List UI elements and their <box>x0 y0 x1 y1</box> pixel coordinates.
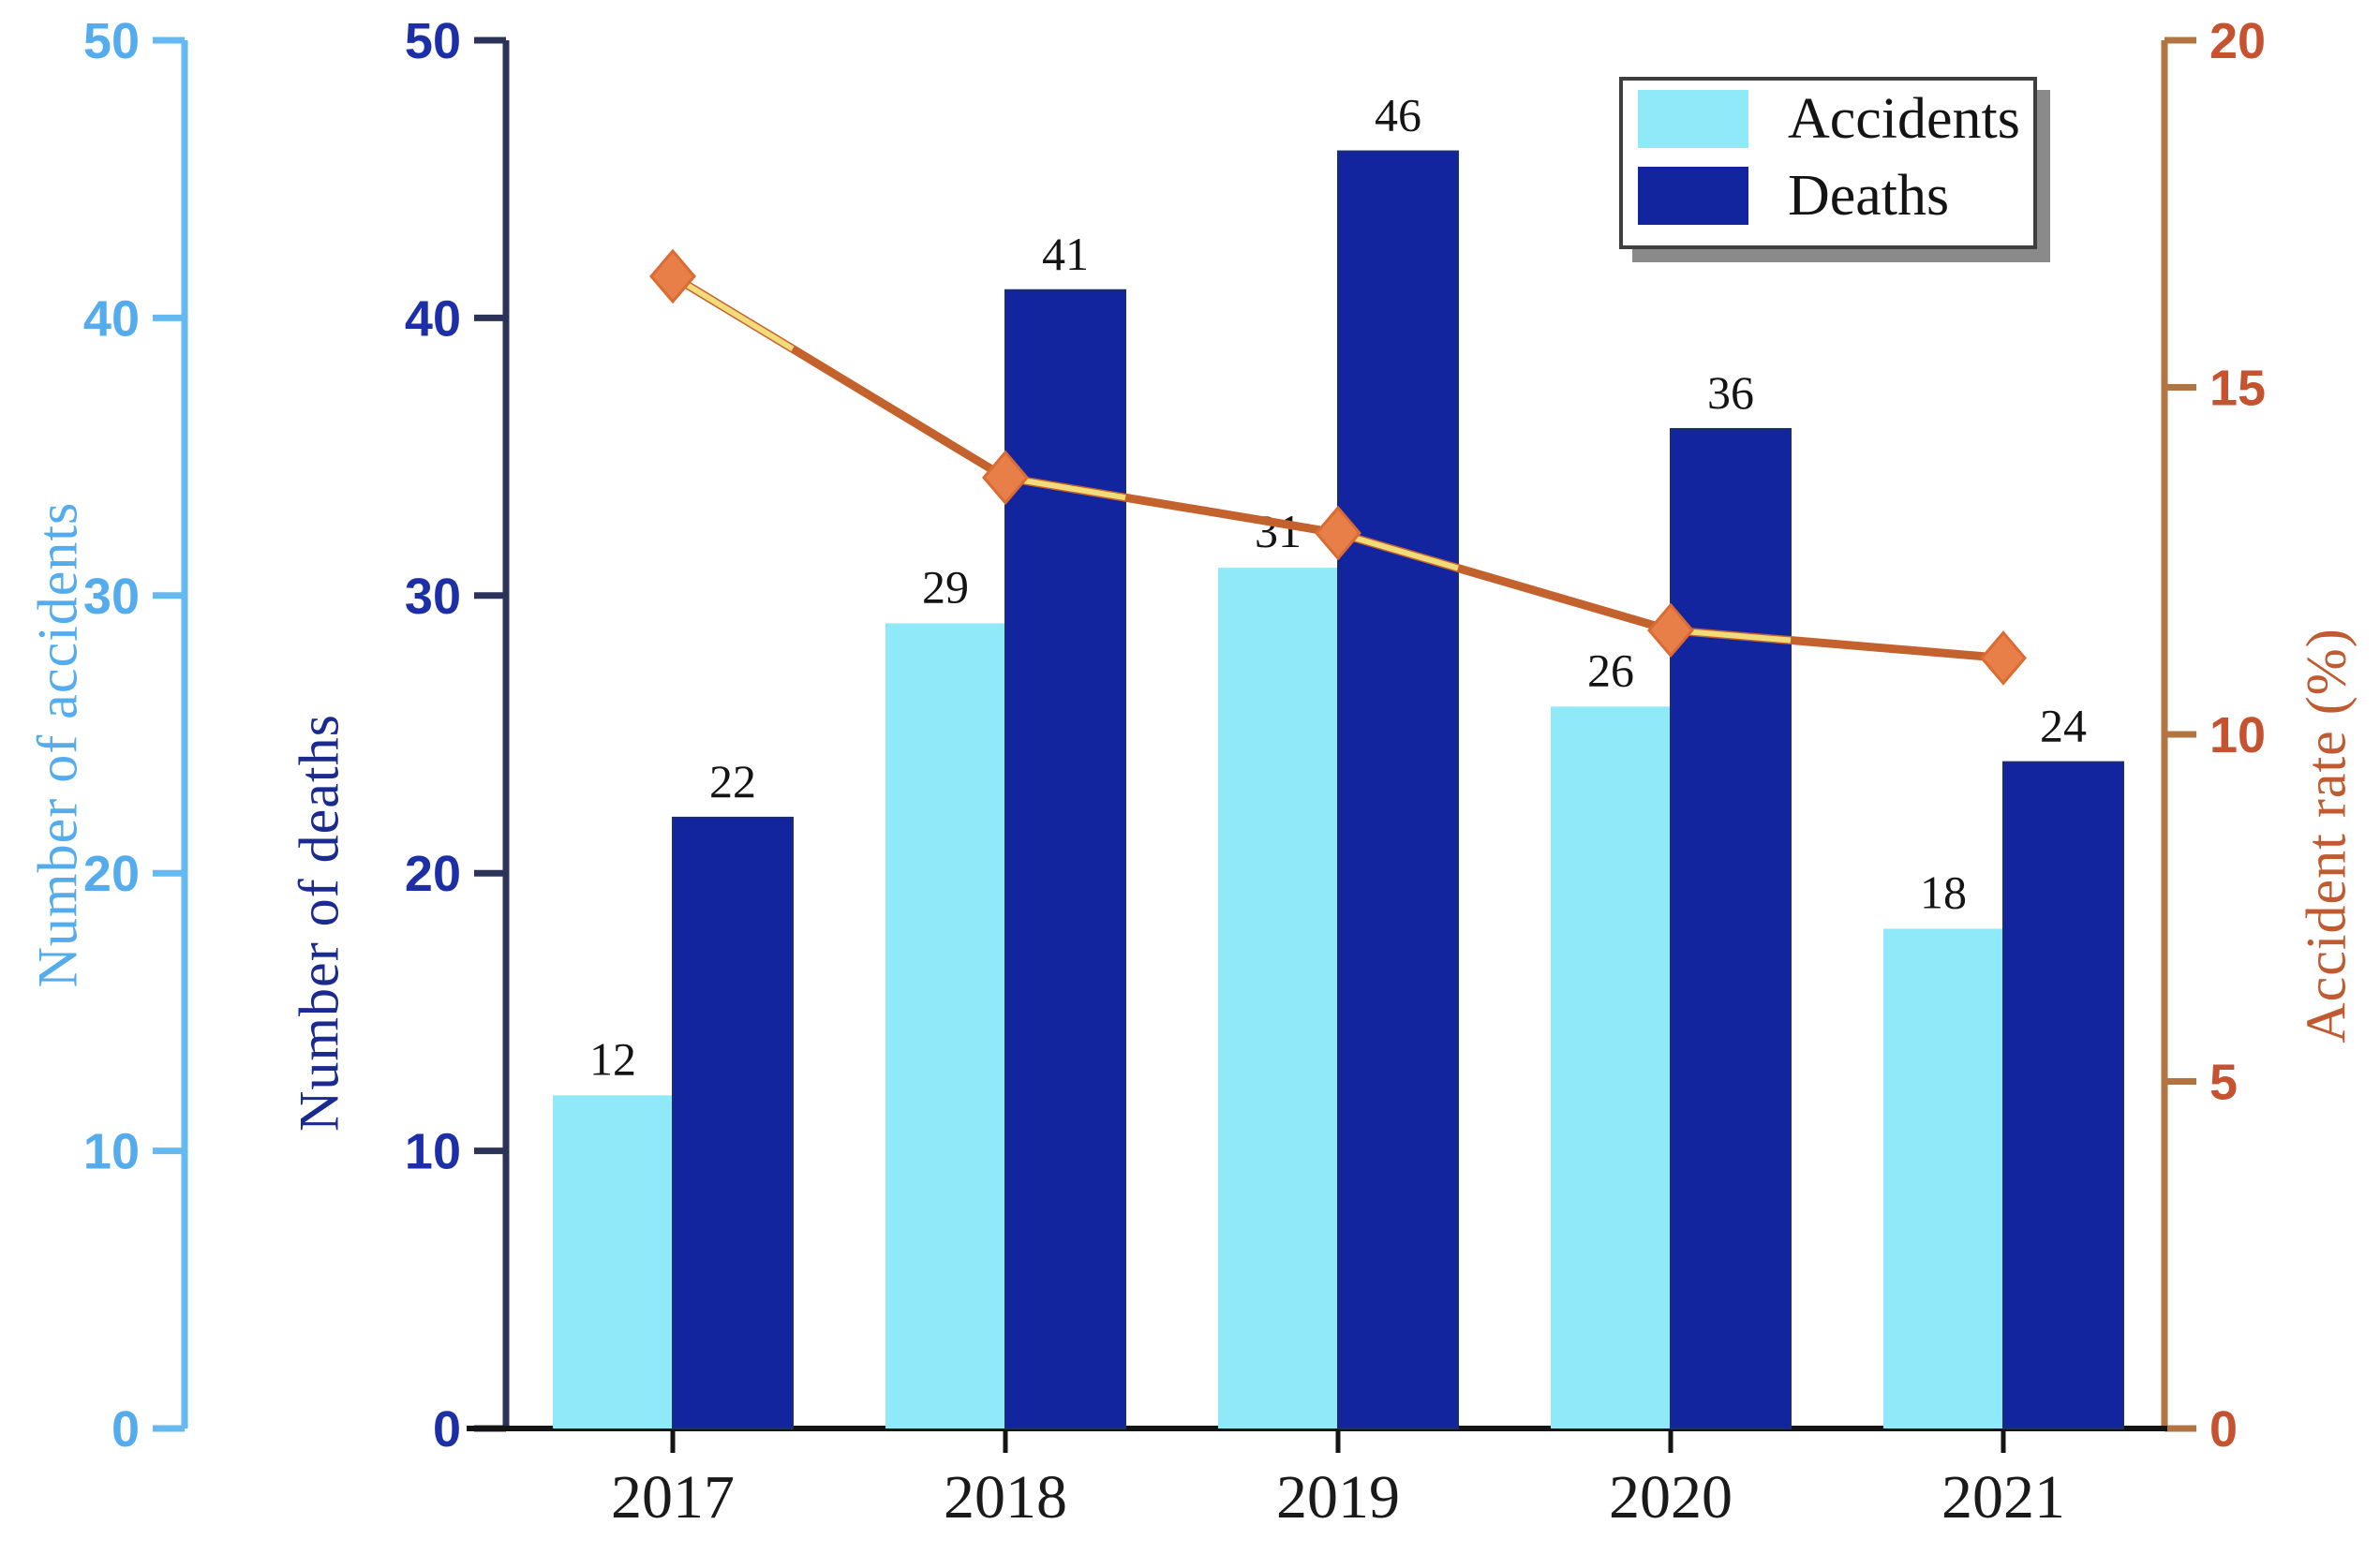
x-tick-label-year: 2020 <box>1609 1463 1733 1532</box>
rate-axis-tick-label: 10 <box>2209 707 2266 763</box>
accidents-value-label: 29 <box>922 560 969 613</box>
deaths-bar <box>1670 427 1792 1430</box>
deaths-value-label: 46 <box>1375 89 1421 141</box>
rate-axis-tick-label: 5 <box>2209 1055 2238 1111</box>
legend: Accidents Deaths <box>1619 77 2037 249</box>
accidents-axis-tick-label: 20 <box>83 846 140 902</box>
x-tick-label-year: 2018 <box>944 1463 1067 1532</box>
rate-axis-tick-label: 15 <box>2209 361 2266 417</box>
rate-marker-diamond <box>1315 505 1361 561</box>
deaths-axis-tick-label: 30 <box>405 569 461 625</box>
legend-label-accidents: Accidents <box>1788 87 2020 151</box>
accidents-value-label: 12 <box>589 1032 636 1085</box>
accidents-bar <box>1218 568 1338 1428</box>
accidents-value-label: 31 <box>1255 505 1302 557</box>
rate-axis-tick-label: 20 <box>2209 13 2266 69</box>
left-axis-title-accidents: Number of accidents <box>26 501 89 988</box>
accidents-swatch <box>1638 90 1748 148</box>
x-tick-label-year: 2021 <box>1941 1463 2065 1532</box>
accidents-bar <box>553 1095 673 1428</box>
deaths-value-label: 24 <box>2040 700 2087 752</box>
x-tick-label-year: 2019 <box>1276 1463 1400 1532</box>
legend-row-accidents: Accidents <box>1638 81 2033 157</box>
deaths-swatch <box>1638 167 1748 225</box>
rate-line-over-bar <box>1341 531 1459 571</box>
accidents-axis-tick-label: 10 <box>83 1124 140 1180</box>
rate-marker-diamond <box>1980 630 2027 686</box>
legend-row-deaths: Deaths <box>1638 157 2033 234</box>
rate-line-over-bar <box>1008 475 1126 501</box>
rate-line-over-bar <box>1673 628 1792 644</box>
deaths-value-label: 36 <box>1707 366 1754 419</box>
rate-marker-diamond <box>982 450 1029 506</box>
deaths-axis-tick-label: 50 <box>405 13 461 69</box>
accidents-value-label: 26 <box>1587 644 1634 696</box>
accidents-axis-tick-label: 30 <box>83 569 140 625</box>
deaths-bar <box>2002 761 2124 1429</box>
rate-marker-diamond <box>1647 602 1694 659</box>
deaths-bar <box>1004 289 1126 1429</box>
accidents-axis-tick-label: 50 <box>83 13 140 69</box>
accidents-axis-tick-label: 0 <box>112 1401 140 1458</box>
rate-marker-diamond <box>649 248 696 304</box>
deaths-bar <box>1337 150 1459 1429</box>
accidents-bar <box>885 623 1005 1428</box>
accidents-bar <box>1883 928 2003 1428</box>
accidents-bar <box>1551 706 1671 1428</box>
x-tick-label-year: 2017 <box>611 1463 735 1532</box>
deaths-axis-tick-label: 0 <box>433 1401 461 1458</box>
deaths-value-label: 41 <box>1042 228 1089 280</box>
deaths-value-label: 22 <box>709 755 756 807</box>
deaths-axis-tick-label: 40 <box>405 290 461 347</box>
left-axis-title-deaths: Number of deaths <box>288 714 350 1132</box>
legend-label-deaths: Deaths <box>1788 164 1950 228</box>
rate-axis-tick-label: 0 <box>2209 1401 2238 1458</box>
accidents-axis-tick-label: 40 <box>83 290 140 347</box>
rate-line-over-bar <box>675 275 795 351</box>
deaths-axis-tick-label: 10 <box>405 1124 461 1180</box>
right-axis-title-rate: Accident rate (%) <box>2295 628 2358 1043</box>
accidents-value-label: 18 <box>1920 866 1967 918</box>
deaths-axis-tick-label: 20 <box>405 846 461 902</box>
deaths-bar <box>672 816 794 1429</box>
